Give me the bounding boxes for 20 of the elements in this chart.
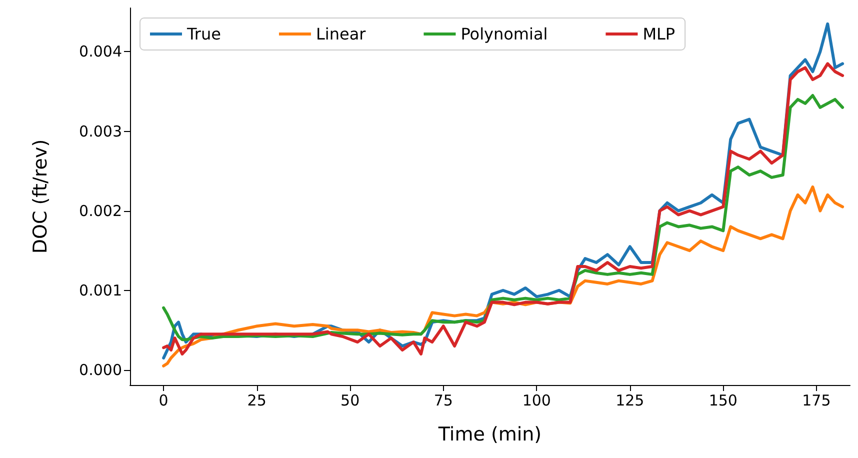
x-tick-label: 100 xyxy=(522,392,551,410)
legend-label: Linear xyxy=(316,24,366,44)
y-tick-label: 0.004 xyxy=(79,42,122,61)
y-tick-label: 0.001 xyxy=(79,281,122,300)
x-tick-label: 175 xyxy=(802,392,831,410)
legend-label: True xyxy=(186,24,221,44)
x-axis-title: Time (min) xyxy=(437,424,542,446)
x-tick-label: 25 xyxy=(247,392,266,410)
line-series xyxy=(162,94,844,342)
x-tick-label: 0 xyxy=(158,392,168,410)
legend-label: MLP xyxy=(642,24,676,44)
x-tick-label: 75 xyxy=(434,392,453,410)
y-axis-title: DOC (ft/rev) xyxy=(30,139,52,254)
legend-label: Polynomial xyxy=(460,24,548,44)
y-tick-label: 0.000 xyxy=(79,360,122,379)
y-tick-label: 0.003 xyxy=(79,122,122,140)
x-tick-label: 150 xyxy=(708,392,738,410)
y-tick-label: 0.002 xyxy=(79,202,122,220)
x-tick-label: 50 xyxy=(340,392,360,410)
x-tick-label: 125 xyxy=(616,392,644,410)
